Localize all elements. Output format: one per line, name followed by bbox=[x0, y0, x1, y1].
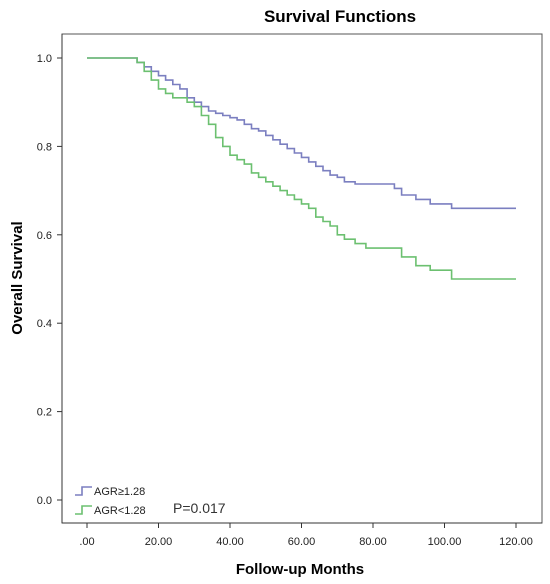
x-tick-label: 80.00 bbox=[359, 536, 387, 548]
y-tick-label: 0.8 bbox=[37, 141, 52, 153]
x-axis-label: Follow-up Months bbox=[236, 561, 364, 578]
y-tick-label: 0.0 bbox=[37, 495, 52, 507]
x-tick-label: 120.00 bbox=[499, 536, 533, 548]
legend-label: AGR≥1.28 bbox=[94, 486, 145, 498]
x-tick-label: 60.00 bbox=[288, 536, 316, 548]
y-axis-label: Overall Survival bbox=[9, 221, 26, 334]
x-tick-label: 20.00 bbox=[145, 536, 173, 548]
y-tick-label: 0.2 bbox=[37, 407, 52, 419]
y-tick-label: 0.4 bbox=[37, 318, 52, 330]
survival-curve-1 bbox=[87, 57, 516, 210]
x-tick-label: 100.00 bbox=[428, 536, 462, 548]
x-axis-ticks: .00 20.00 40.00 60.00 80.00 100.00 120.00 bbox=[79, 523, 533, 548]
legend-swatch bbox=[75, 505, 92, 515]
y-tick-label: 1.0 bbox=[37, 53, 52, 65]
y-tick-label: 0.6 bbox=[37, 230, 52, 242]
legend-swatch bbox=[75, 486, 92, 496]
legend-label: AGR<1.28 bbox=[94, 505, 146, 517]
x-tick-label: .00 bbox=[79, 536, 94, 548]
x-tick-label: 40.00 bbox=[216, 536, 244, 548]
y-axis-ticks: 0.0 0.2 0.4 0.6 0.8 1.0 bbox=[37, 53, 62, 507]
chart-title: Survival Functions bbox=[264, 7, 416, 26]
legend: AGR≥1.28 AGR<1.28 bbox=[75, 486, 146, 517]
p-value-annotation: P=0.017 bbox=[173, 500, 226, 516]
survival-curves bbox=[87, 57, 516, 280]
survival-curve-2 bbox=[87, 57, 516, 280]
